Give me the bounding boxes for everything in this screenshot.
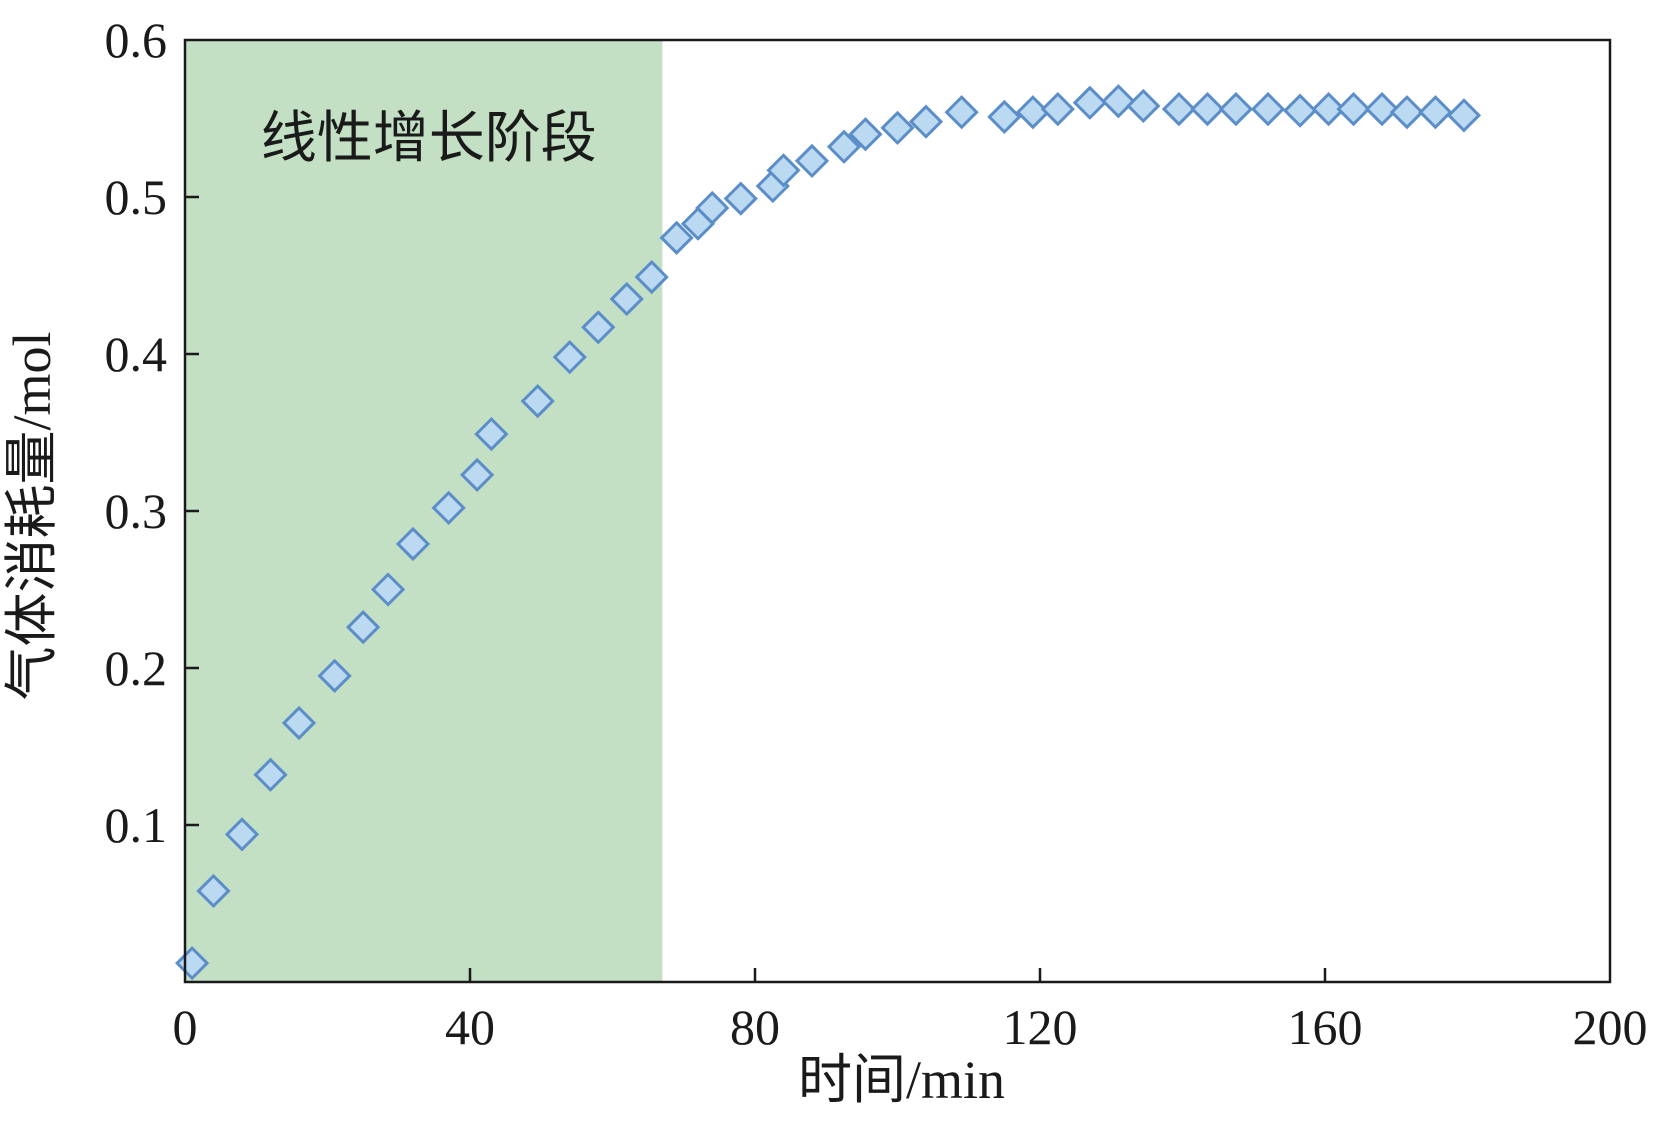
data-point [474, 416, 509, 452]
data-point [1218, 91, 1254, 127]
data-point [723, 181, 758, 216]
data-point [634, 259, 669, 295]
x-tick-label: 80 [730, 999, 780, 1055]
data-point [1336, 91, 1371, 127]
x-tick-label: 0 [173, 999, 198, 1055]
data-point [224, 817, 260, 852]
data-point [460, 457, 495, 493]
data-point [1446, 98, 1482, 133]
data-point [880, 110, 915, 146]
linear-growth-region [185, 40, 663, 982]
plot-frame [183, 38, 1612, 984]
x-tick-label: 40 [445, 999, 495, 1055]
data-point [370, 572, 406, 607]
data-point [848, 117, 883, 152]
data-point [281, 705, 317, 741]
y-tick-label: 0.1 [105, 797, 168, 853]
data-point [695, 190, 730, 226]
data-point [1161, 91, 1197, 127]
data-point [196, 873, 231, 909]
y-axis-title: 气体消耗量/mol [2, 331, 62, 700]
data-point [908, 104, 944, 139]
data-point [1389, 95, 1425, 130]
data-point [1250, 91, 1286, 127]
data-point [520, 383, 555, 419]
x-tick-label: 160 [1288, 999, 1363, 1055]
data-point [944, 95, 979, 130]
data-point [1282, 93, 1318, 128]
x-tick-labels: 0 40 80 120 160 200 [173, 999, 1648, 1055]
data-point [1311, 91, 1346, 127]
y-tick-label: 0.4 [105, 326, 168, 382]
data-points [175, 84, 1482, 981]
data-point [552, 340, 587, 375]
data-point [1015, 95, 1050, 130]
y-tick-label: 0.3 [105, 483, 168, 539]
x-axis-ticks [468, 968, 1327, 982]
y-tick-label: 0.2 [105, 640, 168, 696]
data-point [1126, 88, 1161, 124]
region-label: 线性增长阶段 [261, 106, 597, 171]
data-point [346, 610, 381, 645]
y-tick-labels: 0.1 0.2 0.3 0.4 0.5 0.6 [105, 12, 168, 853]
y-tick-label: 0.6 [105, 12, 168, 68]
data-point [794, 143, 830, 179]
data-point [1190, 91, 1225, 127]
data-point [317, 658, 352, 693]
data-point [987, 99, 1022, 135]
data-point [253, 757, 288, 792]
data-point [431, 490, 466, 525]
data-point [1072, 85, 1107, 120]
x-tick-label: 120 [1003, 999, 1078, 1055]
data-point [1418, 95, 1453, 130]
data-point [609, 281, 644, 317]
data-point [1040, 91, 1075, 127]
x-tick-label: 200 [1573, 999, 1648, 1055]
y-tick-label: 0.5 [105, 169, 168, 225]
data-point [395, 526, 431, 562]
data-point [581, 310, 616, 345]
x-axis-title: 时间/min [798, 1050, 1005, 1110]
data-point [826, 129, 862, 164]
data-point [659, 220, 694, 255]
data-point [1364, 91, 1400, 127]
y-axis-ticks [185, 195, 199, 827]
data-point [1101, 84, 1136, 119]
data-point [766, 153, 801, 188]
